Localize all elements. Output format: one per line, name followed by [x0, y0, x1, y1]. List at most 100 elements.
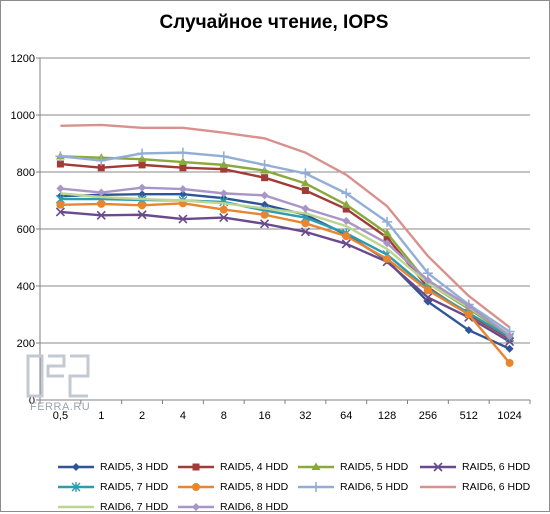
x-tick-label: 8: [221, 410, 227, 422]
legend-label: RAID5, 5 HDD: [340, 461, 409, 473]
series-lines: [55, 123, 515, 367]
legend-swatch: [298, 462, 334, 470]
data-point: [137, 210, 147, 220]
data-point: [383, 254, 392, 263]
data-point: [383, 234, 391, 242]
data-point: [220, 165, 228, 173]
y-tick-label: 600: [17, 224, 35, 236]
data-point: [177, 147, 188, 158]
data-point: [178, 185, 187, 194]
series-4: [55, 194, 515, 343]
data-point: [260, 210, 269, 219]
legend-label: RAID5, 4 HDD: [220, 461, 289, 473]
x-tick-label: 16: [258, 410, 270, 422]
data-point: [423, 286, 432, 295]
watermark-text: FERRA.RU: [30, 401, 91, 413]
series-8: [60, 192, 511, 336]
data-point: [301, 204, 310, 213]
legend-marker: [311, 482, 321, 492]
y-tick-label: 0: [29, 395, 35, 407]
data-point: [138, 183, 147, 192]
legend-label: RAID5, 8 HDD: [220, 481, 289, 493]
series-2: [55, 151, 515, 339]
data-point: [505, 358, 514, 367]
series-7: [60, 123, 511, 329]
data-point: [341, 188, 352, 199]
data-point: [55, 207, 65, 217]
legend-marker: [192, 463, 200, 471]
data-point: [178, 214, 188, 224]
legend-marker: [311, 462, 321, 470]
data-point: [138, 190, 147, 199]
y-tick-label: 800: [17, 167, 35, 179]
data-point: [179, 164, 187, 172]
data-point: [219, 160, 229, 168]
data-point: [464, 310, 473, 319]
grid-lines: [36, 57, 531, 404]
y-tick-label: 200: [17, 338, 35, 350]
data-point: [218, 151, 229, 162]
x-axis-ticks: 0,5 1 2 4 8 16 32 64 128 256 512 1024: [53, 410, 522, 422]
data-point: [423, 276, 432, 285]
legend-swatch: [178, 503, 214, 511]
y-axis-ticks: 0 200 400 600 800 1000 1200: [11, 53, 35, 407]
series-9: [56, 183, 514, 340]
x-tick-label: 1: [98, 410, 104, 422]
data-point: [219, 205, 228, 214]
series-5: [56, 199, 514, 367]
legend-swatch: [420, 462, 456, 472]
data-point: [300, 178, 310, 187]
data-point: [464, 326, 473, 335]
x-tick-label: 256: [419, 410, 437, 422]
data-point: [301, 187, 309, 195]
legend-swatch: [58, 463, 94, 471]
x-tick-label: 512: [460, 410, 478, 422]
legend-marker: [192, 483, 200, 491]
x-tick-label: 1024: [497, 410, 521, 422]
data-point: [178, 190, 187, 199]
chart-title: Случайное чтение, IOPS: [159, 12, 389, 33]
data-point: [382, 216, 393, 227]
data-point: [505, 344, 514, 353]
legend-swatch: [420, 485, 456, 489]
x-tick-label: 0,5: [53, 410, 68, 422]
data-point: [260, 200, 269, 209]
data-point: [55, 151, 66, 162]
legend-label: RAID5, 3 HDD: [100, 461, 169, 473]
data-point: [342, 205, 350, 213]
data-point: [505, 331, 514, 340]
data-point: [219, 189, 228, 198]
data-point: [300, 227, 310, 237]
data-point: [178, 157, 188, 166]
y-tick-label: 1000: [11, 110, 35, 122]
data-point: [341, 200, 351, 208]
data-point: [96, 155, 107, 166]
series-line: [60, 186, 511, 337]
legend-label: RAID5, 6 HDD: [462, 461, 531, 473]
x-tick-label: 4: [180, 410, 186, 422]
legend-marker: [192, 503, 200, 511]
data-point: [342, 232, 351, 241]
data-point: [138, 161, 146, 169]
legend-swatch: [298, 482, 334, 492]
legend-marker: [72, 463, 80, 471]
series-line: [60, 151, 511, 333]
data-point: [137, 148, 148, 159]
x-tick-label: 32: [299, 410, 311, 422]
data-point: [56, 160, 64, 168]
data-point: [97, 164, 105, 172]
data-point: [383, 239, 392, 248]
legend-swatch: [58, 482, 94, 492]
legend-label: RAID6, 6 HDD: [462, 481, 531, 493]
data-point: [259, 159, 270, 170]
series-line: [60, 202, 511, 364]
data-point: [56, 184, 65, 193]
data-point: [300, 168, 311, 179]
x-tick-label: 2: [139, 410, 145, 422]
data-point: [219, 213, 229, 223]
data-point: [464, 301, 473, 310]
data-point: [301, 219, 310, 228]
data-point: [382, 228, 392, 237]
data-point: [261, 174, 269, 182]
